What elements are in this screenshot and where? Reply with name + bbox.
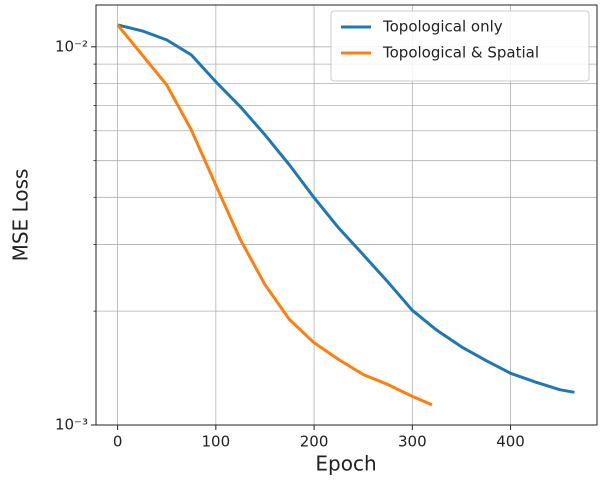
legend-label: Topological only [382, 18, 503, 36]
x-tick-label: 100 [202, 433, 231, 451]
line [117, 23, 575, 394]
legend-box [330, 10, 590, 82]
legend-label: Topological & Spatial [382, 44, 539, 62]
line [116, 23, 433, 407]
plot-frame [95, 4, 598, 426]
x-tick-label: 300 [398, 433, 427, 451]
y-tick-label: 10⁻³ [55, 416, 88, 434]
x-tick-label: 400 [496, 433, 525, 451]
x-tick-label: 200 [300, 433, 329, 451]
x-tick-label: 0 [113, 433, 123, 451]
x-axis-label: Epoch [315, 452, 376, 476]
y-axis-label: MSE Loss [9, 169, 33, 262]
legend: Topological only Topological & Spatial [330, 10, 590, 82]
y-tick-label: 10⁻² [55, 37, 88, 55]
